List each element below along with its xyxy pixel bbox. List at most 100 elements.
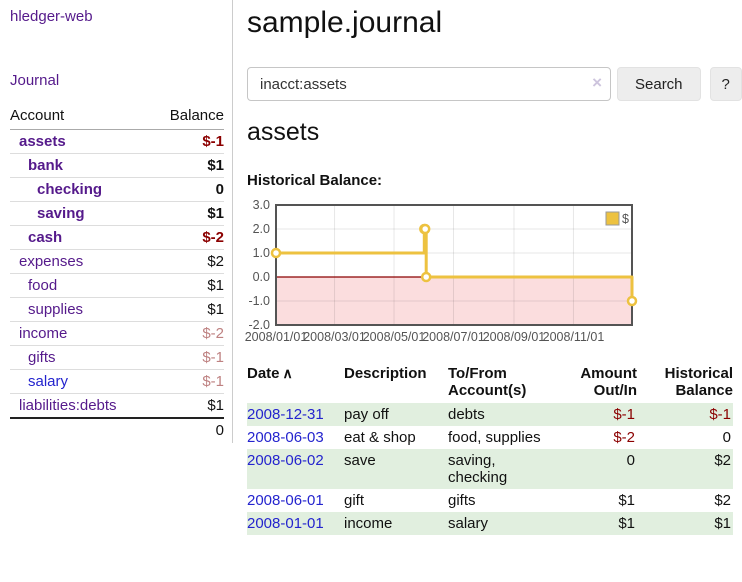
account-row: gifts $-1: [10, 345, 224, 370]
chart-frame: [275, 204, 633, 326]
account-link[interactable]: checking: [37, 181, 103, 198]
legend-label: $: [622, 212, 629, 226]
chart-point[interactable]: [270, 247, 282, 259]
account-balance: $-1: [151, 345, 224, 370]
negative-region: [276, 277, 632, 325]
register-accounts: saving, checking: [448, 449, 552, 489]
account-heading: assets: [247, 118, 320, 146]
account-row: bank $1: [10, 153, 224, 178]
account-row: income $-2: [10, 321, 224, 346]
register-accounts: gifts: [448, 492, 476, 509]
register-balance: $2: [637, 449, 733, 489]
account-link[interactable]: supplies: [28, 301, 84, 318]
account-link[interactable]: bank: [28, 157, 64, 174]
account-row: assets $-1: [10, 129, 224, 154]
search-input[interactable]: [247, 67, 611, 101]
x-tick-label: 2008/11/01: [543, 330, 605, 344]
x-tick-label: 2008/07/01: [422, 330, 485, 344]
register-amount: $-2: [613, 429, 635, 446]
account-row: supplies $1: [10, 297, 224, 322]
legend-swatch: [605, 211, 620, 226]
main-panel: sample.journal × Search ? assets Histori…: [233, 0, 742, 535]
account-row: liabilities:debts $1: [10, 393, 224, 419]
register-header-account: To/From Account(s): [448, 365, 527, 399]
x-tick-label: 2008/01/01: [245, 330, 308, 344]
register-row: 2008-06-01 gift gifts $1 $2: [247, 489, 733, 512]
account-balance: $1: [151, 153, 224, 178]
account-balance: $1: [151, 393, 224, 419]
account-row: checking 0: [10, 177, 224, 202]
page-title: sample.journal: [247, 6, 443, 39]
chart-point[interactable]: [626, 295, 638, 307]
account-balance: $1: [151, 201, 224, 226]
balance-chart-svg[interactable]: $3.0 2.0 1.0 0.0 -1.0 -2.02008/01/012008/03/0…: [240, 195, 740, 347]
register-balance: 0: [722, 429, 731, 446]
register-header-date[interactable]: Date ∧: [247, 365, 293, 382]
search-form: × Search ?: [247, 67, 742, 101]
y-tick-label: -2.0: [248, 318, 270, 332]
nav-journal-link[interactable]: Journal: [10, 72, 60, 89]
register-balance: $-1: [637, 403, 733, 426]
y-tick-label: 2.0: [253, 222, 270, 236]
register-date-link[interactable]: 2008-12-31: [247, 406, 324, 423]
register-description: income: [344, 512, 448, 535]
register-row: 2008-06-03 eat & shop food, supplies $-2 0: [247, 426, 733, 449]
register-description: save: [344, 449, 448, 489]
clear-search-icon[interactable]: ×: [592, 73, 602, 92]
register-date-link[interactable]: 2008-01-01: [247, 515, 324, 532]
register-amount: 0: [552, 449, 637, 489]
account-row: saving $1: [10, 201, 224, 226]
search-button[interactable]: Search: [617, 67, 701, 101]
register-date-link[interactable]: 2008-06-01: [247, 492, 324, 509]
y-tick-label: -1.0: [248, 294, 270, 308]
account-row: cash $-2: [10, 225, 224, 250]
register-amount: $-1: [552, 403, 637, 426]
account-link[interactable]: income: [19, 325, 68, 342]
account-balance: $1: [151, 297, 224, 322]
account-row: salary $-1: [10, 369, 224, 394]
register-accounts: food, supplies: [448, 429, 541, 446]
account-link[interactable]: salary: [28, 373, 69, 390]
account-link[interactable]: saving: [37, 205, 85, 222]
account-link[interactable]: food: [28, 277, 58, 294]
account-link[interactable]: gifts: [28, 349, 56, 366]
register-accounts: salary: [448, 512, 552, 535]
account-link[interactable]: cash: [28, 229, 63, 246]
account-link[interactable]: assets: [19, 133, 66, 150]
register-description: eat & shop: [344, 429, 416, 446]
account-balance: $-2: [151, 321, 224, 346]
register-description: pay off: [344, 403, 448, 426]
register-balance: $2: [714, 492, 731, 509]
register-date-link[interactable]: 2008-06-03: [247, 429, 324, 446]
x-tick-label: 2008/09/01: [483, 330, 546, 344]
chart-point[interactable]: [419, 223, 431, 235]
register-header-balance: Historical Balance: [664, 365, 733, 399]
accounts-header-row: Account Balance: [10, 105, 224, 130]
account-balance: $1: [151, 273, 224, 298]
register-date-link[interactable]: 2008-06-02: [247, 452, 324, 469]
account-balance: $-1: [151, 129, 224, 154]
register-header-amount: Amount Out/In: [580, 365, 637, 399]
chart-title: Historical Balance:: [247, 172, 383, 189]
account-balance: 0: [151, 177, 224, 202]
account-link[interactable]: expenses: [19, 253, 84, 270]
register-row: 2008-12-31 pay off debts $-1 $-1: [247, 403, 733, 426]
app-root: hledger-web Journal Account Balance asse…: [10, 0, 742, 535]
balance-chart[interactable]: $3.0 2.0 1.0 0.0 -1.0 -2.0 2008/01/01 2008/03/0…: [240, 195, 742, 351]
register-description: gift: [344, 492, 365, 509]
account-balance: $-1: [151, 369, 224, 394]
account-link[interactable]: liabilities:debts: [19, 397, 117, 414]
register-accounts: debts: [448, 403, 552, 426]
account-row: expenses $2: [10, 249, 224, 274]
register-header-row: Date ∧ Description To/From Account(s) Amo…: [247, 365, 733, 403]
register-table: Date ∧ Description To/From Account(s) Amo…: [247, 365, 733, 535]
help-button[interactable]: ?: [709, 67, 742, 101]
register-header-description: Description: [344, 365, 427, 382]
brand-link[interactable]: hledger-web: [10, 8, 93, 25]
sort-ascending-icon: ∧: [282, 365, 293, 381]
chart-point[interactable]: [420, 271, 432, 283]
accounts-total-value: 0: [151, 417, 224, 443]
accounts-header-account: Account: [10, 105, 152, 130]
x-tick-label: 2008/05/01: [363, 330, 426, 344]
account-balance: $-2: [151, 225, 224, 250]
